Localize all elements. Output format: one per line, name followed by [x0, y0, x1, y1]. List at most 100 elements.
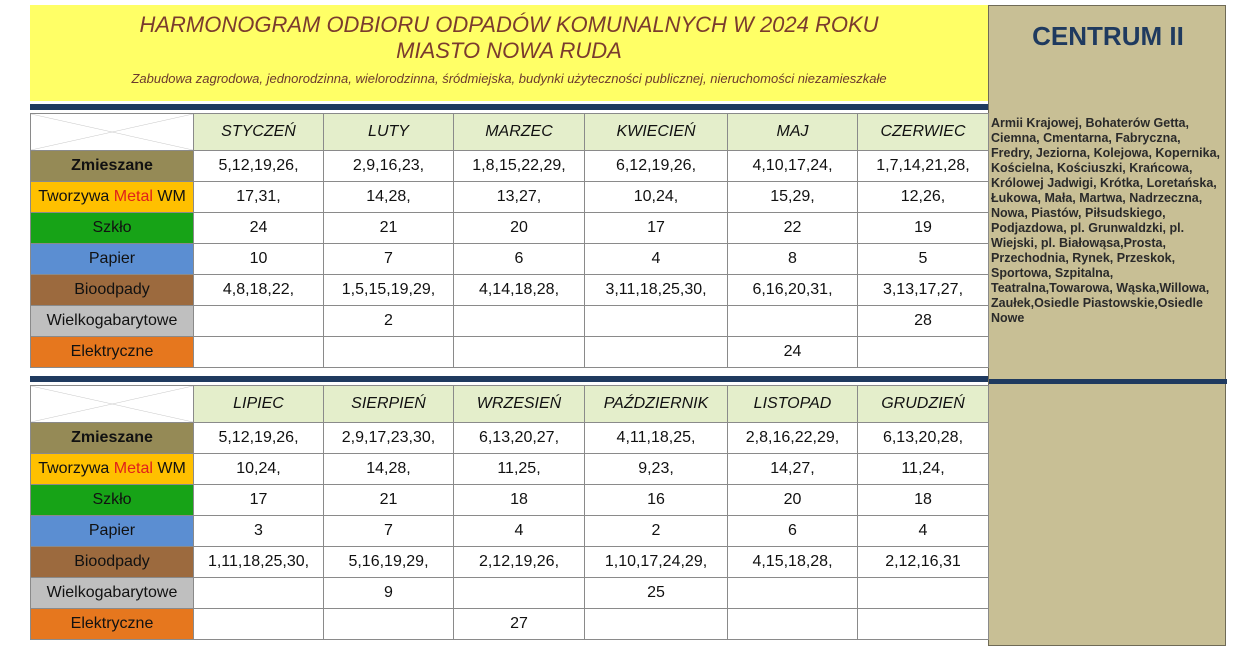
row-mixed-waste: Zmieszane 5,12,19,26, 2,9,17,23,30, 6,13… — [30, 422, 989, 454]
category-plastics-metal: Tworzywa Metal WM — [30, 181, 194, 213]
date-cell: 21 — [323, 484, 454, 516]
page-title: HARMONOGRAM ODBIORU ODPADÓW KOMUNALNYCH … — [139, 12, 879, 37]
date-cell — [727, 577, 858, 609]
date-cell: 12,26, — [857, 181, 989, 213]
city-title: MIASTO NOWA RUDA — [396, 38, 622, 63]
date-cell: 25 — [584, 577, 728, 609]
empty-corner-cell — [30, 113, 194, 151]
section-divider-top — [30, 104, 988, 110]
date-cell: 18 — [857, 484, 989, 516]
date-cell: 5,12,19,26, — [193, 150, 324, 182]
date-cell: 10,24, — [584, 181, 728, 213]
date-cell: 5,12,19,26, — [193, 422, 324, 454]
date-cell: 1,5,15,19,29, — [323, 274, 454, 306]
date-cell: 3 — [193, 515, 324, 547]
row-paper: Papier 10 7 6 4 8 5 — [30, 243, 989, 275]
date-cell: 17 — [584, 212, 728, 244]
date-cell: 4 — [453, 515, 585, 547]
date-cell: 2,9,16,23, — [323, 150, 454, 182]
date-cell — [727, 305, 858, 337]
date-cell: 1,8,15,22,29, — [453, 150, 585, 182]
date-cell: 3,13,17,27, — [857, 274, 989, 306]
date-cell: 10 — [193, 243, 324, 275]
row-bulky: Wielkogabarytowe 9 25 — [30, 577, 989, 609]
category-glass: Szkło — [30, 212, 194, 244]
date-cell: 6,13,20,27, — [453, 422, 585, 454]
plastics-label: Tworzywa — [38, 188, 114, 205]
date-cell — [584, 305, 728, 337]
date-cell: 14,28, — [323, 453, 454, 485]
date-cell: 13,27, — [453, 181, 585, 213]
category-bulky: Wielkogabarytowe — [30, 577, 194, 609]
month-label: STYCZEŃ — [193, 113, 324, 151]
date-cell: 2 — [584, 515, 728, 547]
row-mixed-waste: Zmieszane 5,12,19,26, 2,9,16,23, 1,8,15,… — [30, 150, 989, 182]
date-cell: 1,11,18,25,30, — [193, 546, 324, 578]
date-cell: 11,25, — [453, 453, 585, 485]
date-cell: 9 — [323, 577, 454, 609]
date-cell: 3,11,18,25,30, — [584, 274, 728, 306]
district-title: CENTRUM II — [1032, 21, 1184, 51]
wm-label: WM — [152, 188, 186, 205]
plastics-label: Tworzywa — [38, 460, 114, 477]
date-cell: 22 — [727, 212, 858, 244]
row-plastics-metal: Tworzywa Metal WM 10,24, 14,28, 11,25, 9… — [30, 453, 989, 485]
date-cell — [193, 336, 324, 368]
date-cell — [453, 577, 585, 609]
date-cell: 2 — [323, 305, 454, 337]
date-cell: 11,24, — [857, 453, 989, 485]
month-header-row: LIPIEC SIERPIEŃ WRZESIEŃ PAŹDZIERNIK LIS… — [30, 385, 989, 423]
date-cell: 6 — [453, 243, 585, 275]
date-cell: 7 — [323, 243, 454, 275]
month-label: WRZESIEŃ — [453, 385, 585, 423]
month-label: CZERWIEC — [857, 113, 989, 151]
date-cell — [584, 608, 728, 640]
month-header-row: STYCZEŃ LUTY MARZEC KWIECIEŃ MAJ CZERWIE… — [30, 113, 989, 151]
date-cell: 7 — [323, 515, 454, 547]
metal-label: Metal — [113, 188, 153, 205]
category-mixed: Zmieszane — [30, 422, 194, 454]
category-bulky: Wielkogabarytowe — [30, 305, 194, 337]
date-cell: 4,15,18,28, — [727, 546, 858, 578]
district-panel: CENTRUM II Armii Krajowej, Bohaterów Get… — [988, 5, 1227, 646]
date-cell: 5 — [857, 243, 989, 275]
month-label: SIERPIEŃ — [323, 385, 454, 423]
date-cell: 21 — [323, 212, 454, 244]
date-cell: 1,7,14,21,28, — [857, 150, 989, 182]
date-cell — [857, 336, 989, 368]
category-plastics-metal: Tworzywa Metal WM — [30, 453, 194, 485]
cross-placeholder-icon — [32, 386, 192, 422]
building-types-subtitle: Zabudowa zagrodowa, jednorodzinna, wielo… — [131, 71, 887, 86]
month-label: PAŹDZIERNIK — [584, 385, 728, 423]
district-divider — [989, 379, 1227, 384]
row-biowaste: Bioodpady 1,11,18,25,30, 5,16,19,29, 2,1… — [30, 546, 989, 578]
street-list: Armii Krajowej, Bohaterów Getta, Ciemna,… — [991, 116, 1220, 325]
category-biowaste: Bioodpady — [30, 546, 194, 578]
date-cell: 6 — [727, 515, 858, 547]
row-electronics: Elektryczne 24 — [30, 336, 989, 368]
metal-label: Metal — [113, 460, 153, 477]
date-cell: 6,13,20,28, — [857, 422, 989, 454]
date-cell: 2,8,16,22,29, — [727, 422, 858, 454]
date-cell: 17,31, — [193, 181, 324, 213]
date-cell: 19 — [857, 212, 989, 244]
row-glass: Szkło 17 21 18 16 20 18 — [30, 484, 989, 516]
date-cell: 2,12,16,31 — [857, 546, 989, 578]
empty-corner-cell — [30, 385, 194, 423]
date-cell: 4 — [584, 243, 728, 275]
date-cell: 4,8,18,22, — [193, 274, 324, 306]
month-label: LIPIEC — [193, 385, 324, 423]
date-cell: 2,9,17,23,30, — [323, 422, 454, 454]
category-electronics: Elektryczne — [30, 608, 194, 640]
category-glass: Szkło — [30, 484, 194, 516]
date-cell: 18 — [453, 484, 585, 516]
date-cell — [323, 608, 454, 640]
month-label: KWIECIEŃ — [584, 113, 728, 151]
row-bulky: Wielkogabarytowe 2 28 — [30, 305, 989, 337]
date-cell: 24 — [193, 212, 324, 244]
date-cell: 9,23, — [584, 453, 728, 485]
date-cell: 16 — [584, 484, 728, 516]
wm-label: WM — [152, 460, 186, 477]
cross-placeholder-icon — [32, 114, 192, 150]
row-electronics: Elektryczne 27 — [30, 608, 989, 640]
